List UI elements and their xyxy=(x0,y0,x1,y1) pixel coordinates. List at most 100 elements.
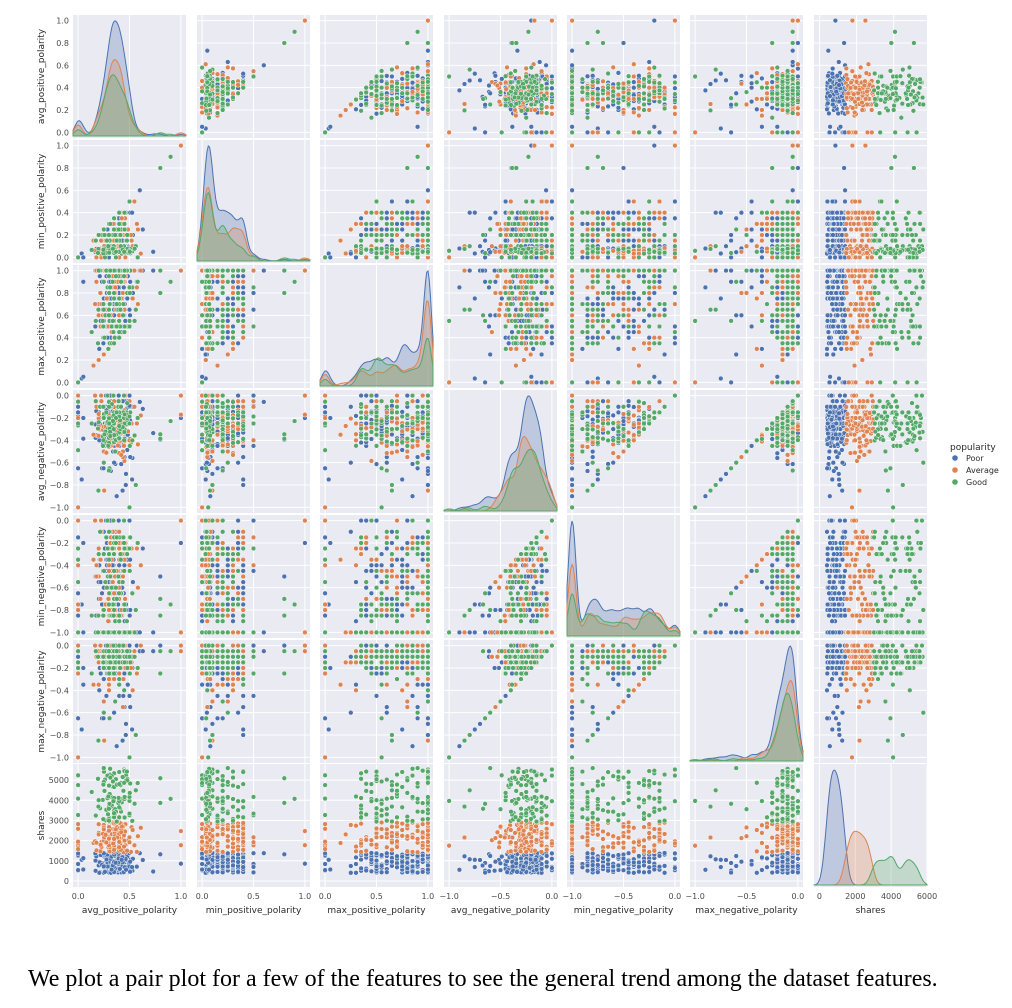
scatter-point xyxy=(214,76,221,82)
scatter-point xyxy=(713,66,719,73)
scatter-point xyxy=(129,210,135,216)
scatter-point xyxy=(795,210,801,216)
scatter-point xyxy=(425,17,431,24)
scatter-point xyxy=(409,89,416,95)
scatter-point xyxy=(569,187,575,193)
scatter-point xyxy=(404,165,410,171)
scatter-point xyxy=(549,73,555,80)
scatter-point xyxy=(384,80,390,87)
scatter-point xyxy=(569,198,575,205)
scatter-point xyxy=(420,96,426,102)
scatter-point xyxy=(656,80,663,86)
scatter-point xyxy=(389,96,395,102)
scatter-point xyxy=(615,92,622,98)
scatter-point xyxy=(240,71,246,77)
scatter-point xyxy=(487,90,493,96)
scatter-point xyxy=(894,79,900,85)
scatter-point xyxy=(225,90,231,97)
scatter-point xyxy=(513,165,519,171)
scatter-point xyxy=(584,237,591,244)
scatter-point xyxy=(420,221,426,227)
scatter-point xyxy=(590,237,596,244)
scatter-point xyxy=(754,70,760,76)
scatter-point xyxy=(425,61,431,67)
scatter-point xyxy=(131,198,138,205)
scatter-point xyxy=(399,76,405,82)
scatter-point xyxy=(779,237,786,244)
scatter-point xyxy=(790,221,796,227)
scatter-point xyxy=(135,254,141,261)
scatter-point xyxy=(843,65,849,72)
scatter-point xyxy=(774,76,780,82)
scatter-point xyxy=(482,250,488,256)
scatter-point xyxy=(513,112,519,119)
scatter-point xyxy=(363,232,369,238)
scatter-point xyxy=(113,254,119,261)
scatter-point xyxy=(95,250,101,256)
scatter-point xyxy=(600,78,606,84)
scatter-point xyxy=(759,237,765,244)
scatter-point xyxy=(625,221,632,227)
scatter-point xyxy=(790,198,796,205)
scatter-point xyxy=(754,79,760,85)
scatter-point xyxy=(631,85,637,91)
scatter-point xyxy=(852,99,858,105)
scatter-point xyxy=(420,249,426,255)
scatter-point xyxy=(790,40,796,46)
scatter-point xyxy=(569,226,575,233)
scatter-point xyxy=(615,81,622,87)
scatter-point xyxy=(414,226,421,233)
scatter-point xyxy=(631,109,637,116)
scatter-point xyxy=(250,68,257,74)
scatter-point xyxy=(206,115,212,121)
scatter-point xyxy=(497,232,504,238)
scatter-point xyxy=(533,129,540,136)
scatter-point xyxy=(569,85,575,91)
scatter-point xyxy=(549,79,555,86)
scatter-point xyxy=(96,232,102,238)
scatter-point xyxy=(892,129,898,136)
scatter-point xyxy=(672,104,678,111)
scatter-point xyxy=(713,77,719,84)
scatter-point xyxy=(605,215,611,221)
scatter-point xyxy=(220,83,226,90)
scatter-point xyxy=(523,198,529,205)
scatter-point xyxy=(420,237,426,244)
scatter-point xyxy=(569,79,575,85)
scatter-point xyxy=(363,254,369,261)
scatter-point xyxy=(584,40,591,46)
scatter-point xyxy=(506,254,513,261)
scatter-point xyxy=(590,101,596,108)
scatter-point xyxy=(549,215,555,221)
scatter-point xyxy=(404,221,410,227)
scatter-point xyxy=(225,101,231,108)
scatter-point xyxy=(399,98,405,104)
scatter-point xyxy=(126,198,133,205)
scatter-point xyxy=(504,226,510,233)
scatter-point xyxy=(651,79,657,86)
scatter-point xyxy=(508,232,514,238)
scatter-point xyxy=(590,221,596,227)
scatter-point xyxy=(482,129,488,136)
scatter-point xyxy=(150,249,156,255)
scatter-point xyxy=(790,187,796,193)
scatter-point xyxy=(774,237,780,244)
scatter-point xyxy=(911,40,917,46)
scatter-point xyxy=(595,154,601,160)
scatter-point xyxy=(128,237,135,244)
scatter-point xyxy=(844,76,851,82)
scatter-point xyxy=(904,96,910,102)
scatter-point xyxy=(446,254,452,261)
scatter-point xyxy=(543,254,549,261)
scatter-point xyxy=(235,82,241,88)
scatter-point xyxy=(199,124,205,130)
scatter-point xyxy=(631,226,637,233)
scatter-point xyxy=(845,90,851,96)
scatter-point xyxy=(414,101,421,108)
scatter-point xyxy=(404,95,410,102)
scatter-point xyxy=(774,246,780,252)
scatter-point xyxy=(394,221,400,227)
scatter-point xyxy=(859,107,865,113)
scatter-point xyxy=(525,29,532,35)
scatter-point xyxy=(425,249,431,255)
